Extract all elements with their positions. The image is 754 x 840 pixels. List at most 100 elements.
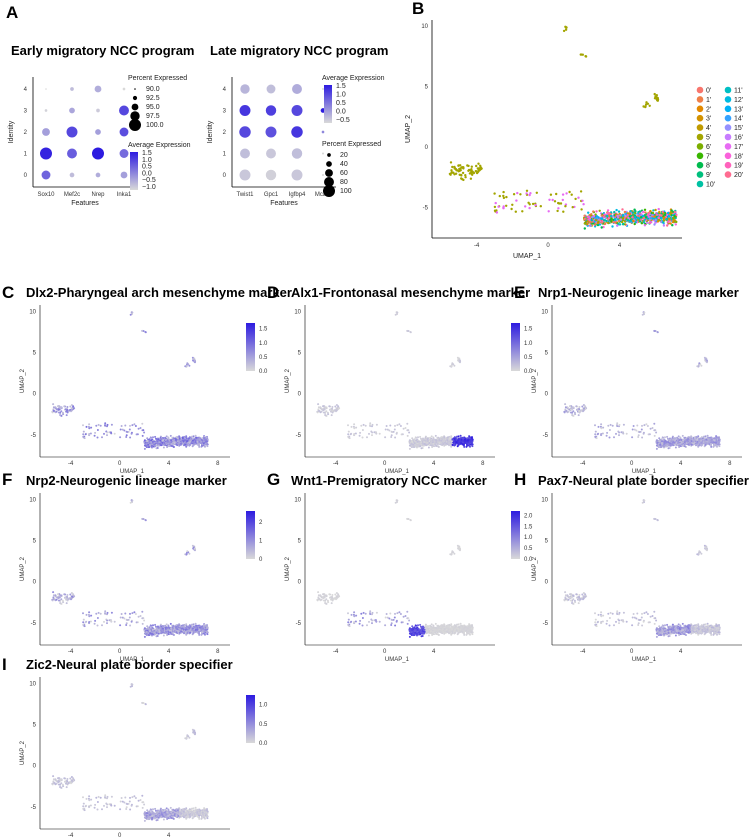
cell-point [52, 596, 55, 599]
cell-point [427, 446, 430, 449]
legend-label-7': 7' [706, 153, 711, 160]
cell-point [427, 439, 429, 442]
cell-point [446, 436, 449, 439]
cell-point [90, 426, 93, 429]
cell-point [651, 211, 655, 215]
cell-point [539, 205, 542, 208]
cell-point [126, 619, 129, 621]
legend-avg-tick: 0.0 [142, 170, 152, 177]
cell-point [656, 99, 659, 102]
dot-Sox10-1 [40, 147, 52, 160]
cell-point [626, 218, 630, 222]
cell-point [651, 217, 655, 220]
cell-point [325, 406, 328, 409]
cell-point [183, 632, 185, 635]
cell-point [389, 424, 392, 427]
cell-point [654, 429, 657, 432]
identity-tick: 0 [223, 173, 227, 179]
cell-point [104, 422, 107, 425]
cell-point [610, 214, 613, 218]
cell-point [178, 631, 181, 634]
cell-point [329, 408, 332, 411]
cell-point [143, 439, 146, 442]
cell-point [477, 167, 480, 171]
cell-point [71, 595, 73, 598]
cell-point [192, 623, 195, 626]
cell-point [61, 599, 64, 602]
cell-point [410, 445, 413, 447]
cell-point [162, 634, 165, 637]
cell-point [463, 445, 466, 448]
expression-colorbar [246, 323, 255, 371]
cell-point [643, 224, 647, 227]
cell-point [667, 447, 670, 450]
cell-point [634, 210, 637, 213]
cell-point [63, 405, 66, 408]
y-tick: 0 [298, 392, 302, 398]
feature-tick: Nrep [91, 192, 105, 198]
cell-point [402, 615, 405, 618]
cell-point [418, 440, 421, 443]
x-tick: 8 [216, 461, 220, 467]
cell-point [169, 434, 172, 437]
cell-point [420, 447, 423, 450]
feature-tick: Igfbp4 [289, 192, 306, 198]
cell-point [697, 435, 700, 438]
panel-label-E: E [514, 283, 525, 302]
cell-point [653, 223, 656, 226]
y-axis-title: UMAP_2 [532, 368, 538, 393]
cell-point [194, 549, 196, 552]
cell-point [82, 435, 85, 438]
cell-point [681, 434, 684, 437]
cell-point [128, 616, 131, 619]
cell-point [631, 211, 635, 214]
cell-point [515, 199, 518, 202]
cell-point [653, 434, 656, 437]
cell-point [689, 443, 692, 445]
cell-point [600, 221, 603, 224]
cell-point [191, 623, 193, 626]
cell-point [119, 436, 122, 439]
cell-point [470, 168, 473, 171]
cell-point [617, 219, 621, 223]
cell-point [573, 411, 576, 414]
cell-point [464, 174, 467, 177]
cell-point [557, 207, 560, 210]
legend-swatch-13' [724, 105, 732, 113]
cell-point [670, 442, 673, 445]
cell-point [203, 625, 205, 627]
cell-point [97, 611, 100, 614]
cell-point [679, 442, 682, 445]
cell-point [424, 435, 427, 438]
cell-point [201, 441, 204, 444]
cell-point [493, 209, 497, 212]
legend-swatch-3' [696, 114, 704, 122]
cell-point [389, 612, 392, 615]
cell-point [332, 410, 335, 413]
cell-point [58, 599, 60, 602]
cell-point [176, 440, 179, 443]
cell-point [406, 330, 409, 332]
cell-point [600, 423, 603, 426]
cell-point [183, 444, 185, 447]
cell-point [671, 224, 674, 227]
cell-point [606, 209, 610, 212]
cell-point [93, 434, 96, 437]
cell-point [430, 435, 433, 438]
cell-point [450, 440, 453, 443]
cell-point [460, 442, 463, 445]
legend-pct-dot [325, 169, 333, 177]
feature-plot-title: Wnt1-Premigratory NCC marker [291, 473, 487, 488]
cell-point [58, 411, 60, 414]
cell-point [510, 207, 513, 211]
cell-point [470, 439, 473, 442]
cell-point [448, 436, 451, 439]
legend-swatch-1' [696, 96, 704, 103]
cell-point [110, 432, 113, 434]
cell-point [177, 443, 180, 445]
cell-point [667, 441, 670, 444]
legend-pct-label: 100.0 [146, 122, 164, 129]
cell-point [113, 620, 116, 623]
cell-point [67, 410, 70, 413]
cell-point [432, 436, 435, 439]
